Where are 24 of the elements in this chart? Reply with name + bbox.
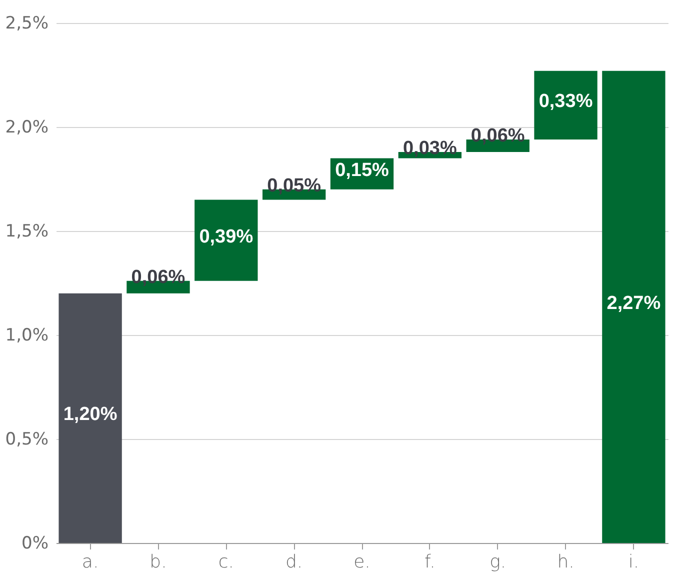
bar	[194, 200, 258, 281]
x-tick-label: e.	[354, 552, 370, 572]
data-label: 0,33%	[538, 91, 593, 112]
bar	[58, 293, 122, 543]
y-tick-label: 1,0%	[5, 326, 48, 346]
x-tick-label: i.	[628, 552, 640, 572]
bar	[534, 70, 598, 140]
x-tick-label: f.	[424, 552, 436, 572]
x-tick-label: b.	[150, 552, 167, 572]
y-tick-label: 2,5%	[5, 14, 48, 34]
x-tick-label: g.	[490, 552, 506, 572]
x-tick-label: h.	[557, 552, 574, 572]
y-tick-label: 0,5%	[5, 430, 48, 450]
x-tick-label: c.	[218, 552, 234, 572]
y-tick-label: 0%	[22, 534, 48, 554]
y-tick-label: 1,5%	[5, 222, 48, 242]
y-tick-label: 2,0%	[5, 118, 48, 138]
data-label: 0,39%	[199, 226, 254, 248]
x-tick-label: a.	[82, 552, 99, 572]
data-label: 2,27%	[606, 292, 661, 314]
bar	[602, 70, 666, 543]
data-label: 0,15%	[335, 160, 390, 181]
x-tick-label: d.	[285, 552, 303, 572]
data-label: 1,20%	[63, 404, 118, 426]
